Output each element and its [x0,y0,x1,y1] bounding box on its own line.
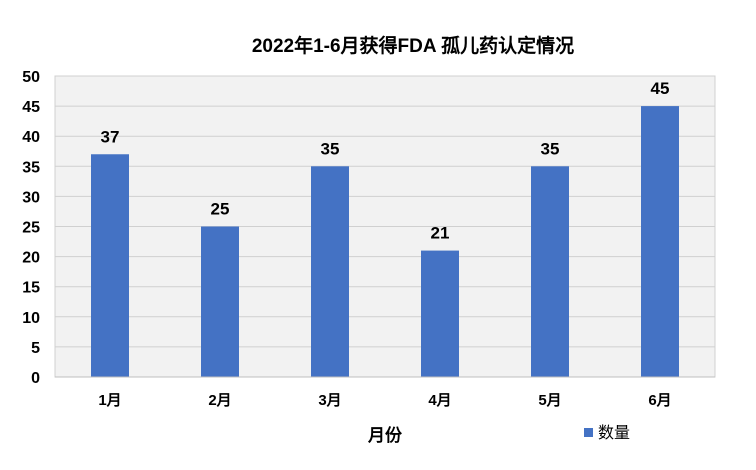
bar [311,166,349,377]
chart-title: 2022年1-6月获得FDA 孤儿药认定情况 [252,34,574,57]
data-label: 45 [651,79,670,98]
y-tick-label: 10 [22,310,40,327]
bar [421,250,459,377]
x-tick-label: 4月 [428,392,451,409]
legend-label-quantity: 数量 [598,424,630,442]
y-tick-label: 35 [22,159,40,176]
x-tick-label: 5月 [538,392,561,409]
x-tick-label: 6月 [648,392,671,409]
y-tick-label: 20 [22,250,40,267]
bar [201,226,239,377]
bar [91,154,129,377]
bar [531,166,569,377]
y-tick-label: 45 [22,99,40,116]
legend: 数量 [584,424,630,442]
data-label: 35 [321,139,340,158]
y-tick-label: 5 [31,340,40,357]
y-tick-label: 25 [22,220,40,237]
legend-swatch-quantity [584,428,593,437]
data-label: 25 [211,200,230,219]
y-tick-label: 30 [22,189,40,206]
y-tick-label: 15 [22,280,40,297]
data-label: 35 [541,139,560,158]
y-tick-label: 40 [22,129,40,146]
x-tick-label: 2月 [208,392,231,409]
x-axis-label: 月份 [367,425,403,445]
y-tick-label: 50 [22,69,40,86]
x-tick-label: 1月 [98,392,121,409]
data-label: 37 [101,127,120,146]
x-tick-label: 3月 [318,392,341,409]
data-label: 21 [431,224,450,243]
bar [641,106,679,377]
y-tick-label: 0 [31,370,40,387]
